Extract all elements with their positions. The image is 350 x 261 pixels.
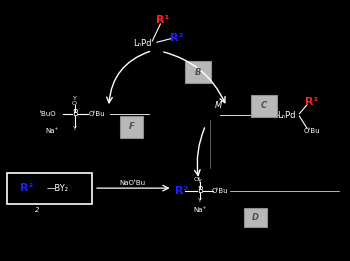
Text: Y: Y bbox=[73, 126, 77, 131]
Text: 2: 2 bbox=[35, 207, 40, 213]
Text: R¹: R¹ bbox=[305, 97, 319, 108]
Text: Y: Y bbox=[73, 96, 77, 101]
Text: Y: Y bbox=[198, 198, 202, 203]
Text: F: F bbox=[128, 122, 134, 131]
Text: OᵗBu: OᵗBu bbox=[88, 111, 105, 117]
Bar bbox=[244, 208, 266, 227]
Text: NaOᵗBu: NaOᵗBu bbox=[119, 180, 146, 186]
Text: Na⁺: Na⁺ bbox=[194, 207, 207, 213]
Bar bbox=[7, 173, 92, 204]
Text: B: B bbox=[197, 186, 203, 195]
Text: Na⁺: Na⁺ bbox=[46, 128, 59, 134]
Text: Ot: Ot bbox=[194, 177, 201, 182]
Text: C: C bbox=[261, 101, 267, 110]
Text: R²: R² bbox=[20, 183, 34, 193]
Text: R¹: R¹ bbox=[156, 15, 169, 25]
Bar bbox=[120, 116, 143, 138]
Text: ᵗBuO: ᵗBuO bbox=[40, 111, 56, 117]
Text: D: D bbox=[252, 213, 259, 222]
Text: B: B bbox=[195, 68, 201, 76]
Bar bbox=[184, 61, 211, 83]
Text: —BY₂: —BY₂ bbox=[47, 184, 69, 193]
Text: B: B bbox=[72, 109, 78, 118]
Text: M: M bbox=[215, 100, 222, 110]
Text: OᵗBu: OᵗBu bbox=[304, 128, 320, 134]
Text: O: O bbox=[72, 101, 77, 106]
Text: R²: R² bbox=[175, 186, 188, 196]
Bar bbox=[251, 95, 277, 117]
Text: LₙPd: LₙPd bbox=[133, 39, 151, 48]
Text: OᵗBu: OᵗBu bbox=[212, 188, 229, 194]
Text: LₙPd: LₙPd bbox=[277, 111, 296, 120]
Text: Y: Y bbox=[198, 179, 202, 184]
Text: R²: R² bbox=[170, 33, 183, 43]
